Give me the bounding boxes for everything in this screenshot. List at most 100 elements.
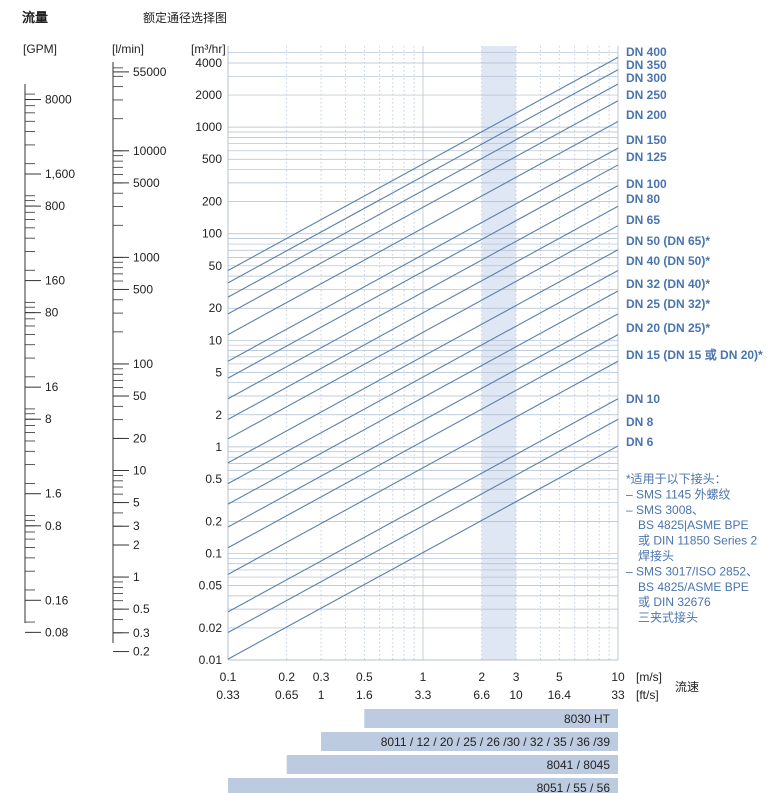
footnote-line: BS 4825|ASME BPE <box>638 518 749 532</box>
series-label: DN 250 <box>626 88 667 102</box>
x-tick-label-ms: 0.3 <box>313 670 330 684</box>
series-line <box>227 147 619 362</box>
x-tick-label-ms: 10 <box>611 670 625 684</box>
y-tick-label: 4000 <box>195 56 222 70</box>
series-label: DN 32 (DN 40)* <box>626 277 710 291</box>
series-line <box>227 398 619 613</box>
lmin-scale-label: 0.3 <box>133 626 150 640</box>
series-label: DN 80 <box>626 192 660 206</box>
y-tick-label: 0.01 <box>199 653 223 667</box>
series-label: DN 15 (DN 15 或 DN 20)* <box>626 347 763 362</box>
series-label: DN 40 (DN 50)* <box>626 254 710 268</box>
chart-title: 额定通径选择图 <box>143 10 227 25</box>
series-label: DN 8 <box>626 415 654 429</box>
series-line <box>227 100 619 315</box>
series-label: DN 25 (DN 32)* <box>626 297 710 311</box>
y-tick-label: 0.1 <box>205 546 222 560</box>
model-bar-label: 8051 / 55 / 56 <box>537 781 611 793</box>
y-tick-label: 2 <box>215 408 222 422</box>
footnote-line: – SMS 3008、 <box>626 503 704 517</box>
series-line <box>227 445 619 660</box>
lmin-scale-label: 0.2 <box>133 645 150 659</box>
series-line <box>227 225 619 440</box>
series-line <box>227 360 619 575</box>
y-tick-label: 20 <box>209 301 223 315</box>
series-line <box>227 418 619 634</box>
gpm-scale-label: 80 <box>45 306 59 320</box>
series-label: DN 350 <box>626 58 667 72</box>
series-label: DN 50 (DN 65)* <box>626 234 710 248</box>
gpm-scale-label: 0.8 <box>45 519 62 533</box>
x-tick-label-ms: 0.2 <box>278 670 295 684</box>
y-tick-label: 0.5 <box>205 472 222 486</box>
y-axis-unit-label: [m³/hr] <box>191 42 226 56</box>
series-label: DN 100 <box>626 177 667 191</box>
gpm-scale-label: 16 <box>45 380 59 394</box>
gpm-scale-label: 8 <box>45 412 52 426</box>
gpm-unit-label: [GPM] <box>23 42 57 56</box>
series-line <box>227 290 619 505</box>
velocity-highlight-band <box>481 46 517 660</box>
gpm-scale-label: 8000 <box>45 93 72 107</box>
series-line <box>227 334 619 549</box>
y-tick-label: 10 <box>209 333 223 347</box>
lmin-scale-label: 10 <box>133 464 147 478</box>
series-line <box>227 185 619 400</box>
grid-group <box>227 46 619 661</box>
series-label: DN 300 <box>626 71 667 85</box>
x-tick-label-fts: 33 <box>611 688 625 702</box>
lmin-scale-label: 10000 <box>133 144 167 158</box>
model-bar <box>364 709 618 728</box>
footnote-line: *适用于以下接头： <box>626 471 727 486</box>
x-tick-label-ms: 0.1 <box>220 670 237 684</box>
series-lines-group <box>227 56 619 660</box>
x-tick-label-fts: 0.33 <box>216 688 240 702</box>
lmin-scale-label: 2 <box>133 538 140 552</box>
x-tick-label-fts: 6.6 <box>473 688 490 702</box>
footnote-group: *适用于以下接头：– SMS 1145 外螺纹 – SMS 3008、BS 482… <box>626 471 758 625</box>
series-label: DN 20 (DN 25)* <box>626 321 710 335</box>
x-tick-label-fts: 16.4 <box>548 688 572 702</box>
model-bar <box>321 732 618 751</box>
footnote-line: 或 DIN 32676 <box>638 595 711 609</box>
x-unit-fts-label: [ft/s] <box>636 688 659 702</box>
y-tick-label: 0.2 <box>205 514 222 528</box>
x-unit-ms-label: [m/s] <box>636 670 662 684</box>
series-line <box>227 249 619 464</box>
gpm-scale-group: 8000 1,600 800 160 80 16 8 1.6 0.8 0.16 0.08 <box>24 84 75 639</box>
y-tick-label: 0.05 <box>199 579 223 593</box>
y-tick-label: 100 <box>202 227 222 241</box>
x-tick-label-fts: 10 <box>509 688 523 702</box>
x-tick-label-ms: 2 <box>478 670 485 684</box>
x-tick-label-fts: 1.6 <box>356 688 373 702</box>
y-tick-label: 0.02 <box>199 621 223 635</box>
x-tick-label-fts: 1 <box>318 688 325 702</box>
series-line <box>227 269 619 485</box>
series-label: DN 10 <box>626 392 660 406</box>
x-tick-label-ms: 3 <box>513 670 520 684</box>
model-bar-label: 8030 HT <box>564 712 611 726</box>
lmin-scale-label: 1000 <box>133 250 160 264</box>
y-tick-labels-group: 4000 2000 1000 500 200 100 50 20 10 5 2 1 0.5 0.2 0.1 0… <box>195 56 222 667</box>
gpm-scale-label: 0.16 <box>45 593 69 607</box>
y-tick-label: 50 <box>209 259 223 273</box>
series-line <box>227 56 619 271</box>
series-line <box>227 205 619 420</box>
footnote-line: 焊接头 <box>638 548 674 563</box>
y-tick-label: 5 <box>215 365 222 379</box>
series-line <box>227 313 619 528</box>
series-label: DN 400 <box>626 45 667 59</box>
y-tick-label: 1000 <box>195 120 222 134</box>
lmin-unit-label: [l/min] <box>112 42 144 56</box>
x-tick-label-fts: 3.3 <box>415 688 432 702</box>
flow-title: 流量 <box>22 10 48 25</box>
gpm-scale-label: 800 <box>45 199 65 213</box>
series-line <box>227 164 619 379</box>
footnote-line: – SMS 1145 外螺纹 <box>626 487 731 501</box>
x-tick-label-ms: 0.5 <box>356 670 373 684</box>
gpm-scale-label: 0.08 <box>45 625 69 639</box>
y-tick-label: 1 <box>215 440 222 454</box>
lmin-scale-label: 55000 <box>133 65 167 79</box>
